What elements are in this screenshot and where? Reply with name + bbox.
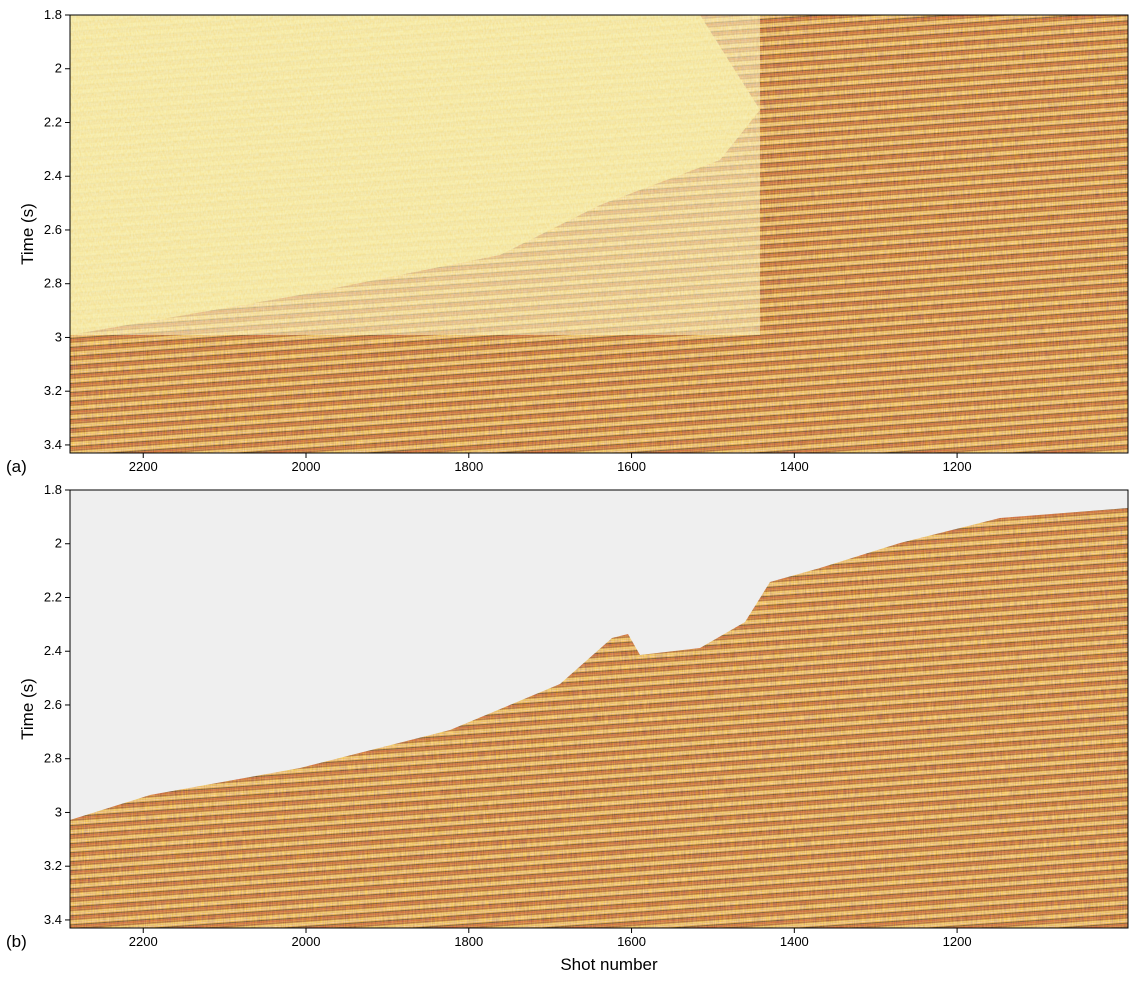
y-tick-label: 1.8 bbox=[44, 7, 62, 22]
x-tick-label: 2200 bbox=[129, 459, 158, 474]
seismic-image bbox=[70, 15, 1128, 453]
x-tick-label: 2000 bbox=[292, 934, 321, 949]
y-tick-label: 2.8 bbox=[44, 751, 62, 766]
x-tick-label: 1200 bbox=[943, 459, 972, 474]
seismic-image bbox=[70, 490, 1128, 928]
panel-label: (b) bbox=[6, 932, 27, 951]
x-tick-label: 1800 bbox=[454, 459, 483, 474]
x-tick-label: 1200 bbox=[943, 934, 972, 949]
x-tick-label: 1400 bbox=[780, 459, 809, 474]
x-tick-label: 2200 bbox=[129, 934, 158, 949]
x-tick-label: 1600 bbox=[617, 459, 646, 474]
panel-label: (a) bbox=[6, 457, 27, 476]
x-tick-label: 2000 bbox=[292, 459, 321, 474]
y-tick-label: 2.6 bbox=[44, 697, 62, 712]
y-tick-label: 2 bbox=[55, 536, 62, 551]
y-tick-label: 3 bbox=[55, 329, 62, 344]
y-tick-label: 3.2 bbox=[44, 383, 62, 398]
figure: 1.8 2 2.2 2.4 2.6 2.8 3 3.2 3.4 2200 2000 1800 1600 1… bbox=[0, 0, 1131, 978]
y-tick-label: 3.4 bbox=[44, 437, 62, 452]
y-tick-label: 3 bbox=[55, 804, 62, 819]
y-tick-label: 1.8 bbox=[44, 482, 62, 497]
y-tick-label: 2.4 bbox=[44, 168, 62, 183]
x-axis-label: Shot number bbox=[560, 955, 658, 974]
y-tick-label: 2.6 bbox=[44, 222, 62, 237]
y-axis-label: Time (s) bbox=[18, 678, 37, 740]
y-tick-label: 3.4 bbox=[44, 912, 62, 927]
y-axis-label: Time (s) bbox=[18, 203, 37, 265]
x-tick-label: 1400 bbox=[780, 934, 809, 949]
x-tick-label: 1600 bbox=[617, 934, 646, 949]
y-tick-label: 2.8 bbox=[44, 276, 62, 291]
y-tick-label: 2.2 bbox=[44, 114, 62, 129]
y-tick-label: 2.4 bbox=[44, 643, 62, 658]
y-tick-label: 2 bbox=[55, 61, 62, 76]
y-tick-label: 3.2 bbox=[44, 858, 62, 873]
x-tick-label: 1800 bbox=[454, 934, 483, 949]
y-tick-label: 2.2 bbox=[44, 589, 62, 604]
